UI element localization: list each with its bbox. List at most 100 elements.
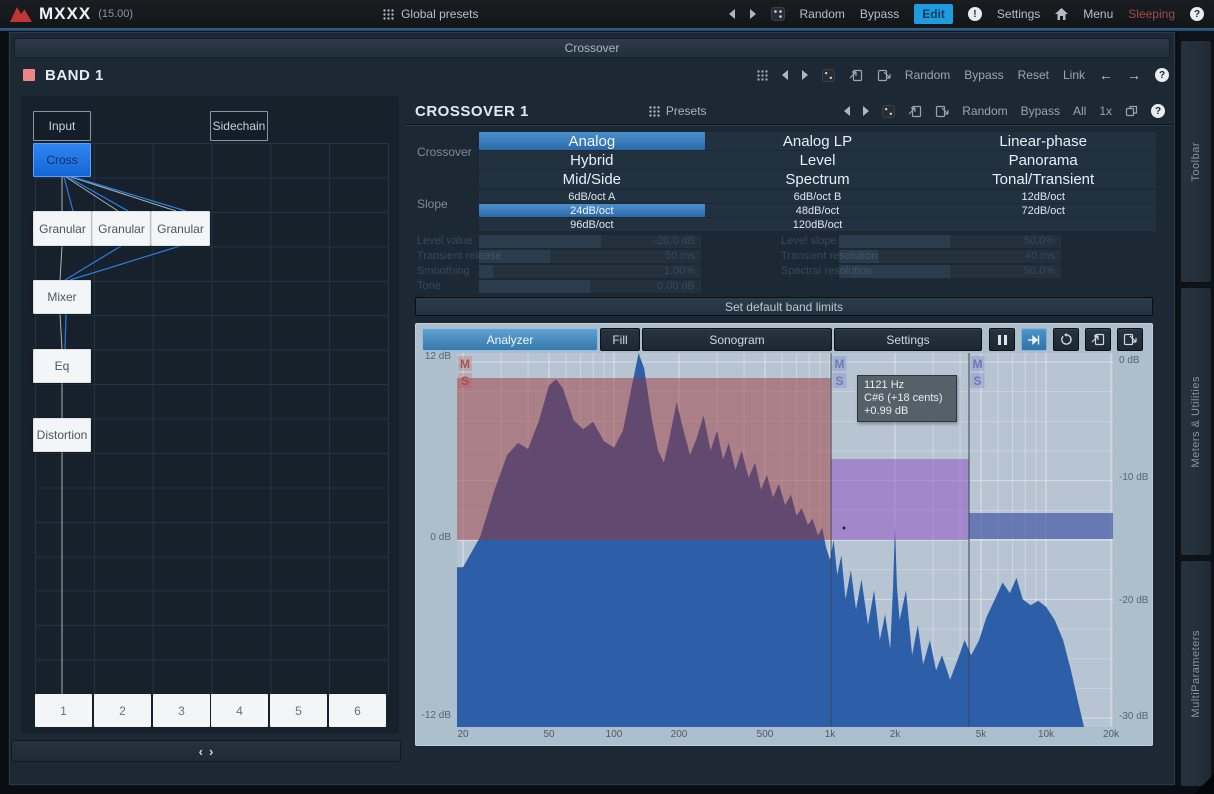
sidebar-tab-multiparameters[interactable]: MultiParameters <box>1180 560 1212 787</box>
help-icon[interactable]: ? <box>1190 7 1204 21</box>
copy-analyzer-button[interactable] <box>1117 328 1143 351</box>
prev-preset-icon[interactable] <box>729 9 735 19</box>
output-slot-5[interactable]: 5 <box>270 694 327 727</box>
scroll-right-icon[interactable]: › <box>209 744 213 759</box>
copy-icon[interactable] <box>935 105 949 118</box>
freq-tick: 2k <box>890 729 901 740</box>
node-eq[interactable]: Eq <box>33 349 91 383</box>
next-icon[interactable] <box>863 106 869 116</box>
ms-marker-letter: M <box>835 357 845 371</box>
grid-icon[interactable] <box>757 70 768 81</box>
crossover-help-icon[interactable]: ? <box>1151 104 1165 118</box>
node-cross-selected[interactable]: Cross <box>33 143 91 177</box>
menu-button[interactable]: Menu <box>1083 7 1113 21</box>
next-preset-icon[interactable] <box>750 9 756 19</box>
node-granular-3[interactable]: Granular <box>151 211 210 246</box>
slope-empty <box>930 218 1156 231</box>
band-bypass-button[interactable]: Bypass <box>964 68 1003 82</box>
node-granular-2[interactable]: Granular <box>92 211 151 246</box>
settings-button[interactable]: Settings <box>997 7 1040 21</box>
sleeping-indicator[interactable]: Sleeping <box>1128 7 1175 21</box>
paste-analyzer-button[interactable] <box>1085 328 1111 351</box>
slope-72db[interactable]: 72dB/oct <box>930 204 1156 217</box>
mode-analog-selected[interactable]: Analog <box>479 132 705 150</box>
slope-48db[interactable]: 48dB/oct <box>705 204 931 217</box>
slope-6db-a[interactable]: 6dB/oct A <box>479 190 705 203</box>
arrow-right-icon[interactable]: → <box>1127 67 1141 83</box>
bypass-button[interactable]: Bypass <box>860 7 899 21</box>
slope-label: Slope <box>417 197 448 211</box>
skip-to-end-button[interactable] <box>1021 328 1047 351</box>
slope-96db[interactable]: 96dB/oct <box>479 218 705 231</box>
node-distortion[interactable]: Distortion <box>33 418 91 452</box>
band1-range-overlay[interactable] <box>457 378 831 540</box>
mode-tonal-transient[interactable]: Tonal/Transient <box>930 170 1156 188</box>
node-mixer[interactable]: Mixer <box>33 280 91 314</box>
paste-icon[interactable] <box>849 69 863 82</box>
band3-range-overlay[interactable] <box>969 513 1113 539</box>
mode-analog-lp[interactable]: Analog LP <box>705 132 931 150</box>
band-color-swatch[interactable] <box>23 69 35 81</box>
popout-icon[interactable] <box>1125 105 1138 117</box>
reset-button[interactable] <box>1053 328 1079 351</box>
band2-range-overlay[interactable] <box>831 459 969 540</box>
alert-icon[interactable]: ! <box>968 7 982 21</box>
scroll-left-icon[interactable]: ‹ <box>199 744 203 759</box>
axis-label: 0 dB <box>430 532 451 543</box>
prev-icon[interactable] <box>782 70 788 80</box>
next-icon[interactable] <box>802 70 808 80</box>
slope-6db-b[interactable]: 6dB/oct B <box>705 190 931 203</box>
slope-120db[interactable]: 120dB/oct <box>705 218 931 231</box>
crossover-title-bar[interactable]: Crossover <box>14 38 1170 58</box>
routing-matrix-panel[interactable]: Input Sidechain Cross Granular Granular … <box>21 96 399 734</box>
node-granular-1[interactable]: Granular <box>33 211 92 246</box>
node-input[interactable]: Input <box>33 111 91 141</box>
node-sidechain[interactable]: Sidechain <box>210 111 268 141</box>
mode-linear-phase[interactable]: Linear-phase <box>930 132 1156 150</box>
sidebar-tab-toolbar[interactable]: Toolbar <box>1180 40 1212 283</box>
pause-button[interactable] <box>989 328 1015 351</box>
tab-fill[interactable]: Fill <box>600 328 640 351</box>
presets-button[interactable]: Presets <box>649 104 707 118</box>
set-default-band-limits-button[interactable]: Set default band limits <box>415 297 1153 316</box>
mode-spectrum[interactable]: Spectrum <box>705 170 931 188</box>
resize-grip[interactable] <box>1194 774 1214 794</box>
tab-analyzer[interactable]: Analyzer <box>422 328 598 351</box>
band-help-icon[interactable]: ? <box>1155 68 1169 82</box>
dice-icon[interactable] <box>882 105 895 118</box>
mode-hybrid[interactable]: Hybrid <box>479 151 705 169</box>
band-random-button[interactable]: Random <box>905 68 950 82</box>
dice-icon[interactable] <box>771 7 785 21</box>
analyzer-plot[interactable]: MSMSMS <box>457 353 1113 727</box>
freq-tick: 100 <box>606 729 623 740</box>
crossover-random-button[interactable]: Random <box>962 104 1007 118</box>
slope-12db[interactable]: 12dB/oct <box>930 190 1156 203</box>
crossover-bypass-button[interactable]: Bypass <box>1021 104 1060 118</box>
dice-icon[interactable] <box>822 69 835 82</box>
tab-settings[interactable]: Settings <box>834 328 982 351</box>
mode-panorama[interactable]: Panorama <box>930 151 1156 169</box>
prev-icon[interactable] <box>844 106 850 116</box>
global-presets-button[interactable]: Global presets <box>401 7 478 21</box>
matrix-scrollbar[interactable]: ‹ › <box>11 740 401 762</box>
copy-icon[interactable] <box>877 69 891 82</box>
crossover-all-button[interactable]: All <box>1073 104 1086 118</box>
mode-mid-side[interactable]: Mid/Side <box>479 170 705 188</box>
band-reset-button[interactable]: Reset <box>1018 68 1049 82</box>
output-slot-6[interactable]: 6 <box>329 694 386 727</box>
output-slot-4[interactable]: 4 <box>211 694 268 727</box>
slope-24db-selected[interactable]: 24dB/oct <box>479 204 705 217</box>
band-link-button[interactable]: Link <box>1063 68 1085 82</box>
output-slot-3[interactable]: 3 <box>153 694 210 727</box>
random-button[interactable]: Random <box>800 7 845 21</box>
arrow-left-icon[interactable]: ← <box>1099 67 1113 83</box>
crossover-zoom-button[interactable]: 1x <box>1099 104 1112 118</box>
sidebar-tab-meters-utilities[interactable]: Meters & Utilities <box>1180 287 1212 556</box>
mode-level[interactable]: Level <box>705 151 931 169</box>
output-slot-2[interactable]: 2 <box>94 694 151 727</box>
home-icon[interactable] <box>1055 8 1068 20</box>
output-slot-1[interactable]: 1 <box>35 694 92 727</box>
paste-icon[interactable] <box>908 105 922 118</box>
tab-sonogram[interactable]: Sonogram <box>642 328 832 351</box>
edit-button[interactable]: Edit <box>914 4 953 24</box>
